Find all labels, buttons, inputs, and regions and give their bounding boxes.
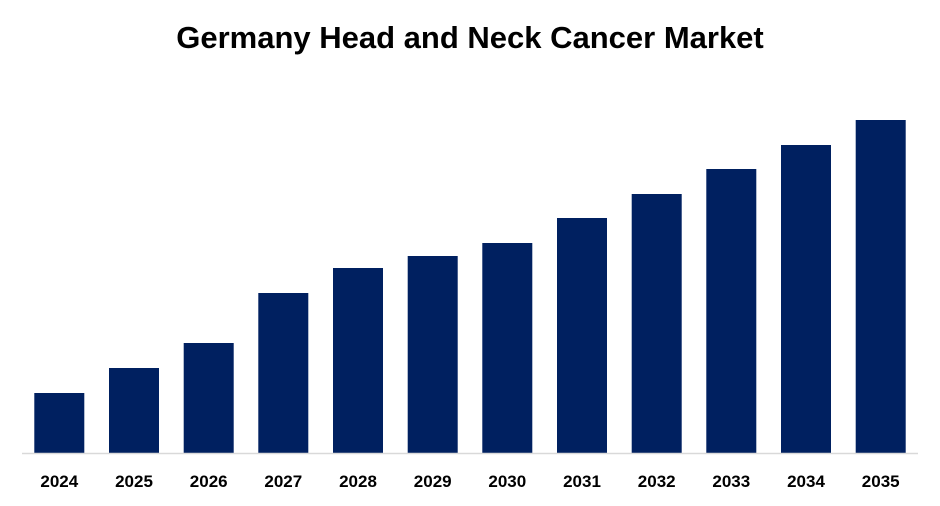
x-tick-label-2025: 2025: [115, 472, 153, 491]
x-tick-label-2024: 2024: [40, 472, 78, 491]
bar-2025: [109, 368, 159, 453]
bar-2034: [781, 145, 831, 453]
bar-2031: [557, 218, 607, 453]
bar-2028: [333, 268, 383, 453]
bar-2029: [407, 256, 458, 453]
x-tick-label-2031: 2031: [563, 472, 601, 491]
x-tick-label-2028: 2028: [339, 472, 377, 491]
bar-2027: [258, 293, 309, 453]
bar-2024: [34, 393, 85, 453]
x-tick-label-2033: 2033: [712, 472, 750, 491]
x-tick-label-2029: 2029: [414, 472, 452, 491]
x-tick-labels: 2024 2025 2026 2027 2028 2029 2030 2031 2032 2033…: [40, 472, 899, 491]
x-tick-label-2027: 2027: [264, 472, 302, 491]
x-tick-label-2035: 2035: [862, 472, 900, 491]
bar-2030: [482, 243, 533, 453]
x-tick-label-2026: 2026: [190, 472, 228, 491]
x-tick-label-2032: 2032: [638, 472, 676, 491]
x-tick-label-2030: 2030: [488, 472, 526, 491]
x-tick-label-2034: 2034: [787, 472, 825, 491]
bar-2026: [183, 343, 234, 453]
bar-2035: [855, 120, 906, 453]
bars-group: [34, 120, 906, 453]
bar-2033: [706, 169, 757, 453]
bar-2032: [631, 194, 682, 453]
chart-title: Germany Head and Neck Cancer Market: [176, 20, 764, 55]
